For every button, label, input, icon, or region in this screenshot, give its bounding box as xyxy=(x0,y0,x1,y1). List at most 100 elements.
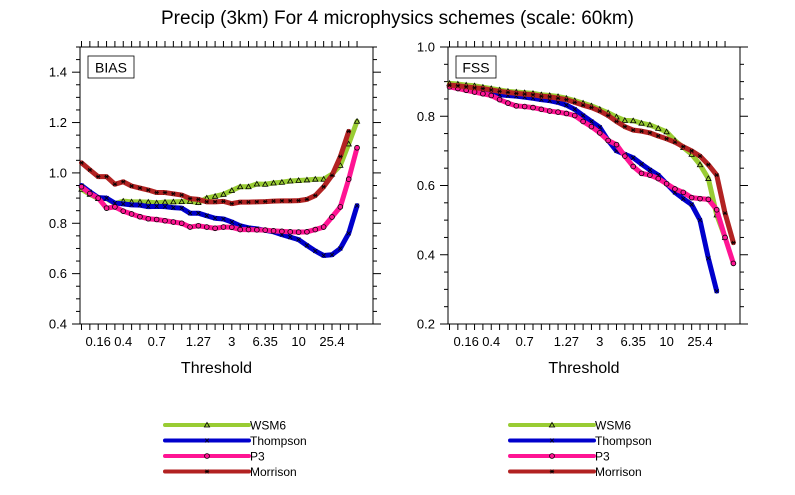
data-point xyxy=(145,215,152,222)
data-point xyxy=(563,110,570,117)
data-point xyxy=(154,190,159,195)
data-point xyxy=(639,129,644,134)
bias-panel: 0.16 0.4 0.7 1.27 3 6.35 10 25.40.40.60.81.01.2… xyxy=(49,41,381,377)
data-point xyxy=(204,213,210,219)
data-point xyxy=(304,243,310,248)
data-point xyxy=(295,229,302,235)
marker-stroke xyxy=(288,198,293,203)
marker-stroke xyxy=(329,252,335,258)
data-point xyxy=(278,178,286,185)
marker-stroke xyxy=(572,100,577,105)
marker-stroke xyxy=(614,119,619,124)
data-point xyxy=(87,190,93,197)
data-point xyxy=(497,89,502,94)
x-tick-label: 1.27 xyxy=(554,334,579,349)
data-point xyxy=(262,227,269,233)
legend-item: Thompson xyxy=(508,434,652,448)
marker-stroke xyxy=(104,174,109,179)
x-tick-label: 3 xyxy=(596,334,603,349)
x-tick-label: 3 xyxy=(228,334,235,349)
data-point xyxy=(263,199,268,204)
data-point xyxy=(730,260,737,267)
marker-stroke xyxy=(338,246,343,251)
marker-stroke xyxy=(447,83,452,88)
series-line xyxy=(447,82,736,246)
marker-stroke xyxy=(689,202,694,207)
marker-stroke xyxy=(681,196,686,201)
marker-stroke xyxy=(129,202,134,208)
panel-label: BIAS xyxy=(87,55,135,79)
data-point xyxy=(705,196,712,203)
data-point xyxy=(203,224,210,230)
marker-stroke xyxy=(681,144,686,149)
marker-stroke xyxy=(589,105,594,110)
data-point xyxy=(697,217,703,223)
data-point xyxy=(514,91,519,96)
marker-stroke xyxy=(321,253,326,258)
data-point xyxy=(580,118,586,125)
data-point xyxy=(270,228,277,234)
marker-stroke xyxy=(137,202,143,208)
data-point xyxy=(287,234,293,240)
y-tick-label: 0.8 xyxy=(417,109,435,124)
data-point xyxy=(296,237,301,242)
legend-item: WSM6 xyxy=(508,419,631,433)
marker-stroke xyxy=(146,204,151,209)
marker-stroke xyxy=(589,119,594,124)
data-point xyxy=(472,85,477,90)
data-point xyxy=(731,240,736,245)
data-point xyxy=(179,205,184,211)
marker-stroke xyxy=(162,204,168,209)
marker-stroke xyxy=(338,154,343,159)
data-point xyxy=(170,219,177,225)
data-point xyxy=(196,197,201,202)
marker-stroke xyxy=(531,92,535,97)
data-point xyxy=(696,161,704,168)
data-point xyxy=(121,179,126,184)
data-point xyxy=(346,231,351,236)
data-point xyxy=(329,252,335,258)
marker-stroke xyxy=(171,205,176,210)
data-point xyxy=(162,190,168,195)
data-point xyxy=(171,205,176,210)
marker-stroke xyxy=(597,108,602,114)
data-point xyxy=(354,203,360,208)
marker-stroke xyxy=(664,136,669,141)
marker-stroke xyxy=(179,205,184,211)
marker-stroke xyxy=(673,140,677,145)
panel-label-text: FSS xyxy=(462,60,489,76)
marker-stroke xyxy=(455,83,460,88)
legend-label: Morrison xyxy=(250,465,297,479)
legend-item: Morrison xyxy=(508,465,642,479)
y-tick-label: 0.6 xyxy=(49,266,67,281)
data-point xyxy=(505,100,511,106)
data-point xyxy=(212,215,218,221)
data-point xyxy=(354,144,360,151)
data-point xyxy=(538,106,545,113)
data-point xyxy=(572,107,578,112)
data-point xyxy=(112,182,118,187)
data-point xyxy=(104,174,109,179)
data-point xyxy=(705,175,712,181)
marker-stroke xyxy=(121,179,126,184)
data-point xyxy=(313,248,318,254)
data-point xyxy=(171,191,176,196)
marker-stroke xyxy=(205,469,209,474)
legend-marker xyxy=(204,453,210,459)
data-point xyxy=(564,97,569,102)
data-point xyxy=(221,199,226,204)
data-point xyxy=(296,198,301,203)
data-point xyxy=(647,172,653,178)
data-point xyxy=(697,195,703,202)
data-point xyxy=(321,253,326,258)
data-point xyxy=(288,198,293,203)
marker-stroke xyxy=(564,102,569,108)
data-point xyxy=(295,177,302,183)
y-tick-label: 0.8 xyxy=(49,216,67,231)
data-point xyxy=(220,190,227,197)
marker-stroke xyxy=(706,162,711,167)
marker-stroke xyxy=(87,167,92,172)
series-line xyxy=(79,128,352,207)
x-tick-label: 6.35 xyxy=(621,334,646,349)
